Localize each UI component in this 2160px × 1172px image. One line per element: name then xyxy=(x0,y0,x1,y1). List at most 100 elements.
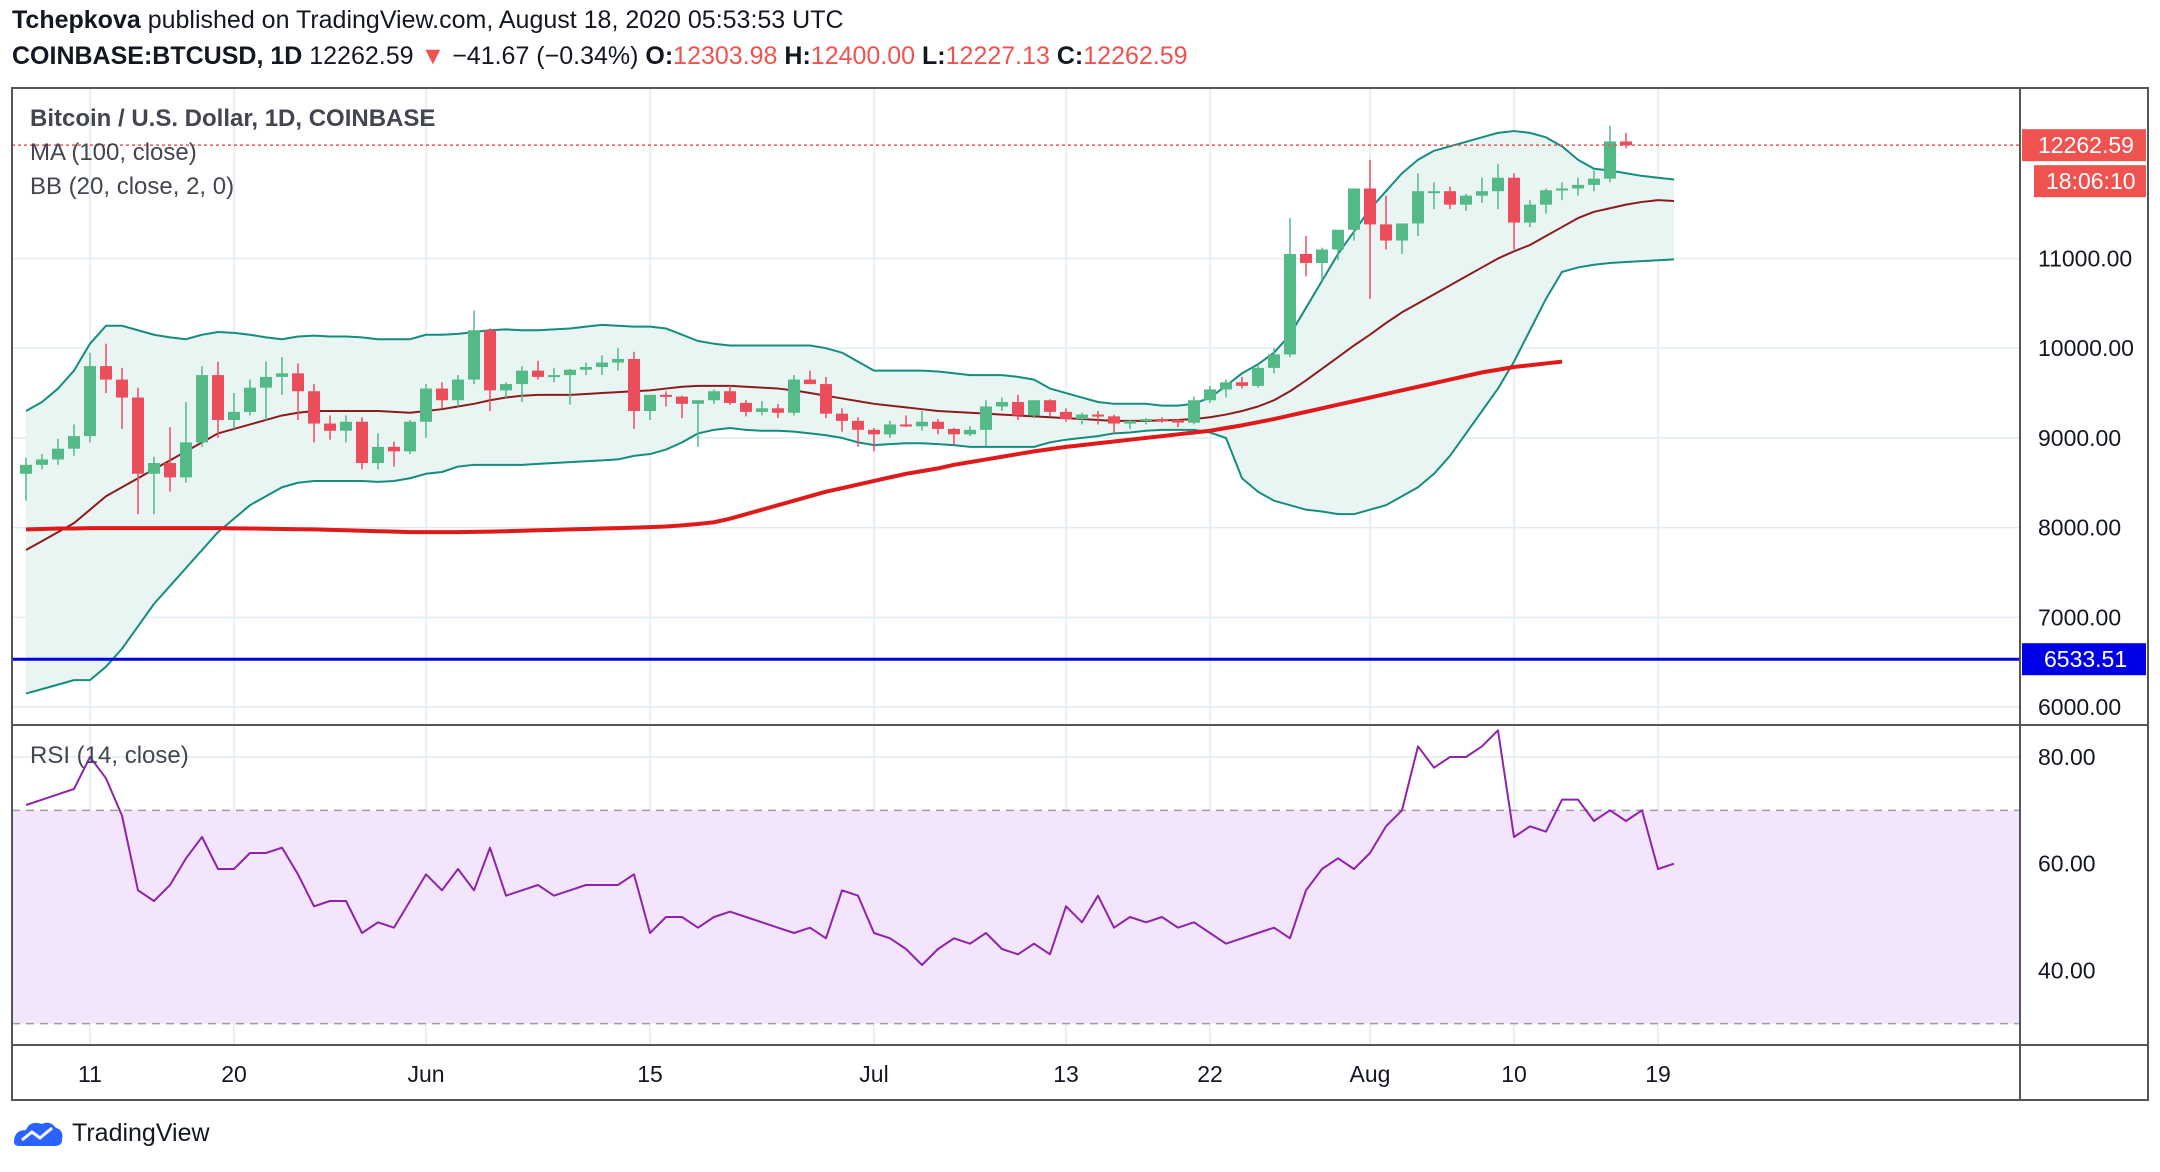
candle[interactable] xyxy=(292,363,304,420)
candle[interactable] xyxy=(420,384,432,438)
bollinger-basis-line[interactable] xyxy=(25,199,1675,551)
candle[interactable] xyxy=(228,393,240,429)
candle[interactable] xyxy=(932,419,944,435)
candle[interactable] xyxy=(276,357,288,395)
candle[interactable] xyxy=(180,402,192,483)
bollinger-upper-line[interactable] xyxy=(25,130,1675,412)
candle[interactable] xyxy=(148,456,160,515)
candle[interactable] xyxy=(996,397,1008,411)
candle[interactable] xyxy=(1540,188,1552,214)
candle[interactable] xyxy=(1140,418,1152,425)
candle[interactable] xyxy=(1364,159,1376,299)
candle[interactable] xyxy=(708,389,720,404)
candle[interactable] xyxy=(740,400,752,417)
candle[interactable] xyxy=(724,385,736,405)
candle[interactable] xyxy=(1284,218,1296,358)
candle[interactable] xyxy=(1476,177,1488,203)
candle[interactable] xyxy=(628,351,640,429)
candle[interactable] xyxy=(836,408,848,432)
candle[interactable] xyxy=(484,328,496,411)
candle[interactable] xyxy=(1620,132,1632,149)
candle[interactable] xyxy=(1156,417,1168,423)
author-name[interactable]: Tchepkova xyxy=(12,6,141,34)
candle[interactable] xyxy=(452,375,464,407)
candle[interactable] xyxy=(756,401,768,416)
candle[interactable] xyxy=(1412,173,1424,237)
candle[interactable] xyxy=(1092,410,1104,425)
candle[interactable] xyxy=(1428,182,1440,210)
candle[interactable] xyxy=(1460,193,1472,211)
candle[interactable] xyxy=(804,370,816,385)
candle[interactable] xyxy=(692,400,704,447)
candle[interactable] xyxy=(340,415,352,443)
candle[interactable] xyxy=(1572,177,1584,196)
candle[interactable] xyxy=(1300,236,1312,277)
candle[interactable] xyxy=(116,367,128,429)
candle[interactable] xyxy=(516,366,528,403)
candle[interactable] xyxy=(1028,400,1040,419)
candle[interactable] xyxy=(548,367,560,383)
candle[interactable] xyxy=(1604,125,1616,183)
candle[interactable] xyxy=(196,366,208,447)
candle[interactable] xyxy=(1060,408,1072,422)
candle[interactable] xyxy=(1012,394,1024,420)
candle[interactable] xyxy=(772,403,784,419)
candle[interactable] xyxy=(1588,170,1600,192)
candle[interactable] xyxy=(1108,414,1120,434)
candle[interactable] xyxy=(1124,419,1136,429)
candle[interactable] xyxy=(644,394,656,420)
candle[interactable] xyxy=(1204,385,1216,403)
candle[interactable] xyxy=(1076,412,1088,425)
candle[interactable] xyxy=(820,376,832,419)
candle[interactable] xyxy=(580,362,592,376)
candle[interactable] xyxy=(1044,399,1056,417)
candle[interactable] xyxy=(612,348,624,371)
candle[interactable] xyxy=(868,428,880,452)
candle[interactable] xyxy=(532,360,544,380)
candle[interactable] xyxy=(1220,379,1232,398)
candle[interactable] xyxy=(260,361,272,420)
candle[interactable] xyxy=(1492,164,1504,210)
candle[interactable] xyxy=(244,379,256,416)
legend-bb[interactable]: BB (20, close, 2, 0) xyxy=(30,173,235,200)
candle[interactable] xyxy=(1396,223,1408,254)
candle[interactable] xyxy=(84,352,96,443)
candle[interactable] xyxy=(1556,182,1568,201)
candle[interactable] xyxy=(324,415,336,440)
candle[interactable] xyxy=(564,368,576,405)
candle[interactable] xyxy=(948,428,960,446)
legend-rsi[interactable]: RSI (14, close) xyxy=(30,742,189,769)
candle[interactable] xyxy=(1316,247,1328,281)
candle[interactable] xyxy=(468,310,480,385)
candle[interactable] xyxy=(404,419,416,455)
candle[interactable] xyxy=(1172,419,1184,428)
candle[interactable] xyxy=(964,426,976,437)
hline-price-badge[interactable] xyxy=(2022,643,2146,676)
candle[interactable] xyxy=(1252,364,1264,388)
candle[interactable] xyxy=(20,457,32,501)
candle[interactable] xyxy=(132,387,144,515)
candle[interactable] xyxy=(100,343,112,394)
candle[interactable] xyxy=(1444,186,1456,210)
rsi-pane[interactable] xyxy=(12,729,2020,1025)
price-pane[interactable] xyxy=(12,125,2020,695)
tradingview-brand[interactable]: TradingView xyxy=(12,1118,210,1148)
candle[interactable] xyxy=(500,382,512,398)
candle[interactable] xyxy=(52,438,64,465)
candle[interactable] xyxy=(980,400,992,446)
candle[interactable] xyxy=(1332,229,1344,261)
candle[interactable] xyxy=(388,441,400,467)
candle[interactable] xyxy=(212,361,224,438)
candle[interactable] xyxy=(164,427,176,492)
candle[interactable] xyxy=(676,395,688,419)
candle[interactable] xyxy=(660,391,672,407)
candle[interactable] xyxy=(900,415,912,428)
candle[interactable] xyxy=(1268,348,1280,374)
rsi-line[interactable] xyxy=(25,729,1675,966)
candle[interactable] xyxy=(884,420,896,438)
candle[interactable] xyxy=(308,384,320,443)
candle[interactable] xyxy=(788,375,800,416)
candle[interactable] xyxy=(916,410,928,431)
candle[interactable] xyxy=(1508,173,1520,250)
